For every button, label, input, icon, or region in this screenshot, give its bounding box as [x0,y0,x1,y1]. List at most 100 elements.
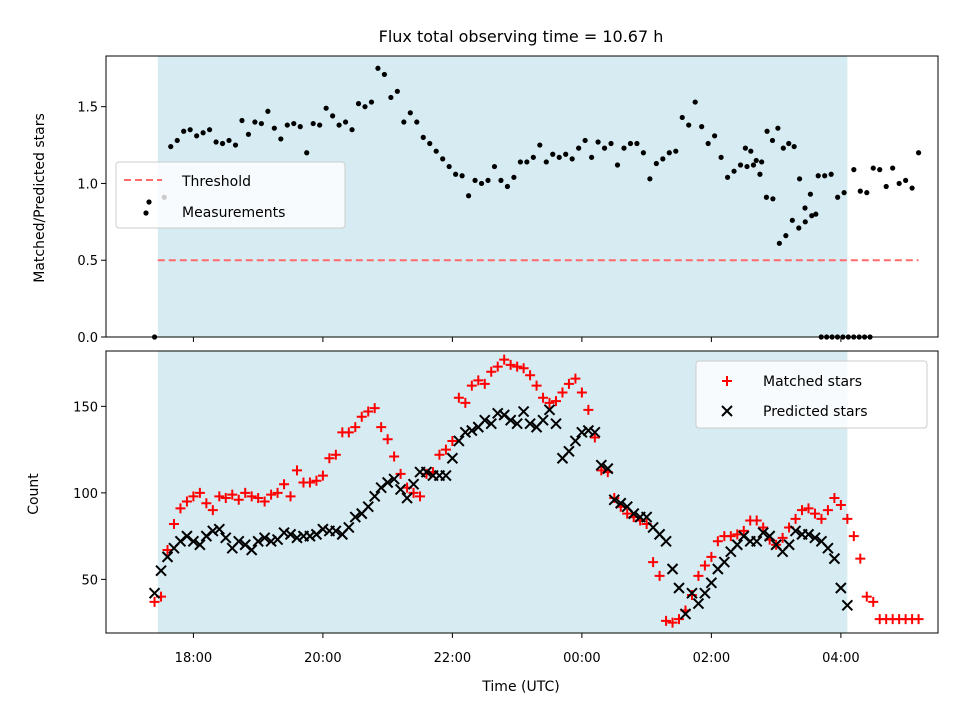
measurement-point [349,127,355,133]
measurement-point [595,139,601,145]
matched-star-point [168,519,179,530]
predicted-star-point [453,435,465,447]
measurement-point [679,114,685,121]
predicted-star-point [789,525,802,537]
top-y-tick-label: 0.5 [77,254,98,269]
matched-star-point [822,505,833,516]
legend-matched-label: Matched stars [763,374,862,390]
measurement-point [915,150,922,156]
measurement-point [634,140,640,147]
measurement-point [686,122,692,128]
matched-star-point [648,557,659,568]
measurement-point [394,88,400,94]
predicted-star-point [692,597,705,610]
measurement-point [219,140,226,147]
measurement-point [841,190,847,196]
matched-star-point [654,570,665,581]
measurement-point [504,183,511,190]
matched-star-point [563,378,574,389]
measurement-point [550,151,556,157]
matched-star-point [389,451,400,462]
matched-star-point [797,505,808,516]
measurement-point [174,137,180,144]
predicted-star-point [602,462,614,475]
measurement-point [291,120,297,127]
predicted-star-point [517,405,530,418]
measurement-point [640,150,647,156]
measurement-point [317,122,323,128]
measurement-point [835,194,841,200]
measurement-point [388,94,394,101]
matched-star-point [518,363,529,374]
matched-star-point [259,496,270,507]
measurement-point [330,113,336,119]
measurement-point [731,168,737,174]
measurement-point [433,148,439,154]
predicted-star-point [822,542,834,554]
measurement-point [809,213,815,219]
measurement-point [537,142,543,148]
measurement-point [368,99,375,105]
predicted-star-point [148,587,161,599]
predicted-star-point [660,535,672,548]
measurement-point [822,173,828,179]
matched-star-point [227,489,238,500]
measurement-point [890,165,896,171]
measurement-point [776,240,782,246]
measurement-point [420,134,426,140]
measurement-point [511,174,517,180]
measurement-point [857,188,863,194]
top-y-axis-label: Matched/Predicted stars [32,113,48,283]
matched-star-point [207,505,218,516]
matched-star-point [725,531,736,542]
top-y-tick-label: 1.5 [77,101,98,116]
predicted-star-point [394,483,407,496]
matched-star-point [538,392,549,403]
measurement-point [543,159,549,165]
predicted-star-point [258,532,271,544]
chart-title: Flux total observing time = 10.67 h [379,27,664,46]
top-legend: Threshold Measurements [115,161,346,229]
measurement-point [673,148,679,154]
bottom-panel: 50 100 150 18:00 20:00 22:00 00:00 02:00 04:00 Ma… [73,350,939,666]
measurement-point [750,162,757,168]
predicted-star-point [783,539,795,551]
matched-star-point [369,403,380,414]
measurement-point [524,159,530,165]
measurement-point [896,180,902,187]
predicted-star-point [194,539,206,551]
predicted-star-point [420,466,433,478]
bottom-x-tick-label: 00:00 [563,651,600,666]
measurement-point [194,133,200,139]
predicted-star-point [569,435,582,447]
matched-star-point [525,370,536,381]
measurement-point [783,233,789,239]
measurement-point [453,171,459,177]
matched-star-point [557,387,568,398]
x-axis-label: Time (UTC) [481,679,559,695]
bottom-y-tick-label: 50 [81,573,98,588]
matched-star-point [609,493,620,504]
measurement-point [763,194,770,200]
predicted-star-point [485,417,497,430]
predicted-star-point [187,535,200,548]
matched-star-point [330,449,341,460]
predicted-star-point [265,535,277,548]
measurement-point [807,191,814,197]
predicted-star-point [343,521,355,534]
matched-star-point [415,491,426,502]
legend-measurements-label: Measurements [182,205,285,221]
measurement-point [759,159,765,165]
legend-measurement-swatch [146,199,152,205]
measurement-point [239,117,245,124]
measurement-point [757,171,763,177]
predicted-star-point [731,539,743,551]
measurement-point [252,119,258,125]
measurement-point [692,99,698,105]
measurement-point [478,180,485,187]
matched-star-point [466,380,477,391]
bottom-legend-box [695,360,928,429]
measurement-point [310,120,316,127]
matched-star-point [408,487,419,498]
predicted-star-point [479,414,491,426]
